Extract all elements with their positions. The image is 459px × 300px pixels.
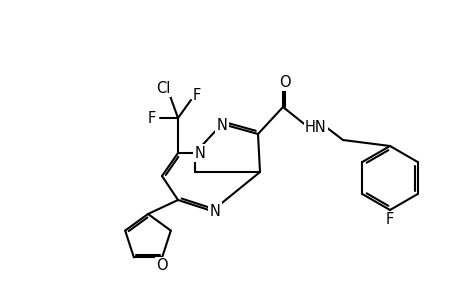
Text: N: N <box>209 203 220 218</box>
Text: Cl: Cl <box>156 80 170 95</box>
Text: F: F <box>192 88 201 103</box>
Text: O: O <box>279 74 290 89</box>
Text: HN: HN <box>304 119 326 134</box>
Text: O: O <box>156 258 168 273</box>
Text: F: F <box>385 212 393 227</box>
Text: F: F <box>147 110 156 125</box>
Text: N: N <box>194 146 205 160</box>
Text: N: N <box>216 118 227 133</box>
